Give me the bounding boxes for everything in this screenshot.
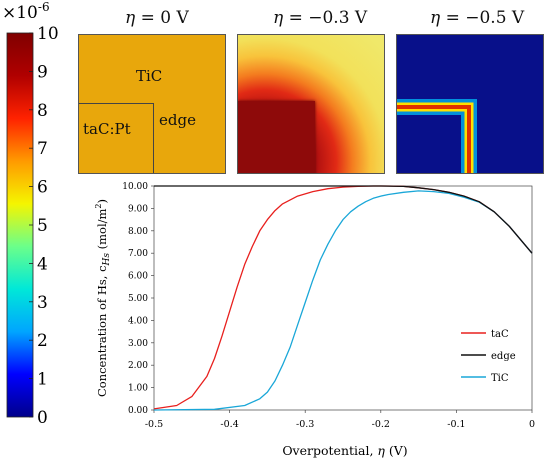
y-axis: 0.00 1.00 2.00 3.00 4.00 5.00 6.00 7.00 8.00 9.00… <box>122 182 154 416</box>
y-axis-label: Concentration of Hs, cHs (mol/m2) <box>94 199 112 397</box>
y-tick-label: 8.00 <box>128 227 148 237</box>
panel-title-eta-03: η = −0.3 V <box>273 8 368 28</box>
colorbar-tick-label: 7 <box>37 139 48 159</box>
y-tick-label: 9.00 <box>128 204 148 214</box>
colorbar-tick-label: 2 <box>37 331 48 351</box>
label-tac-pt: taC:Pt <box>83 120 131 138</box>
colorbar-tick-label: 3 <box>37 293 48 313</box>
y-tick-label: 1.00 <box>128 384 148 394</box>
y-tick-label: 6.00 <box>128 272 148 282</box>
y-tick-label: 10.00 <box>122 182 148 192</box>
label-tic: TiC <box>136 67 163 85</box>
x-axis-label: Overpotential, η (V) <box>282 443 407 458</box>
colorbar-gradient <box>6 32 34 418</box>
x-tick-label: -0.5 <box>145 419 163 430</box>
x-axis: -0.5 -0.4 -0.3 -0.2 -0.1 0 <box>145 410 535 430</box>
legend-label-tic: TiC <box>491 373 509 384</box>
tac-region <box>79 103 154 173</box>
panel-title-eta-05: η = −0.5 V <box>430 8 525 28</box>
colorbar-tick-label: 1 <box>37 370 48 390</box>
colorbar-tick-label: 5 <box>37 216 48 236</box>
legend-label-edge: edge <box>491 351 516 362</box>
label-edge: edge <box>159 111 196 129</box>
y-tick-label: 4.00 <box>128 316 148 326</box>
map-panel-eta-03 <box>237 34 385 174</box>
map-panel-eta-0: TiC taC:Pt edge <box>78 34 226 174</box>
colorbar-tick-label: 9 <box>37 62 48 82</box>
series-line-tic <box>153 190 533 411</box>
x-tick-label: 0 <box>529 419 535 430</box>
series-line-edge <box>154 185 533 254</box>
plot-frame <box>153 185 533 411</box>
edge-band <box>397 99 477 173</box>
y-tick-label: 0.00 <box>128 406 148 416</box>
map-panel-eta-05 <box>396 34 544 174</box>
tac-region <box>238 101 315 173</box>
y-tick-label: 7.00 <box>128 249 148 259</box>
x-tick-label: -0.2 <box>372 419 390 430</box>
x-tick-label: -0.4 <box>220 419 238 430</box>
legend-label-tac: taC <box>491 329 509 340</box>
colorbar-tick-label: 10 <box>37 24 59 44</box>
y-tick-label: 2.00 <box>128 361 148 371</box>
y-tick-label: 5.00 <box>128 294 148 304</box>
x-tick-label: -0.3 <box>296 419 314 430</box>
colorbar-tick-label: 6 <box>37 178 48 198</box>
colorbar-tick-label: 8 <box>37 101 48 121</box>
legend: taC edge TiC <box>461 329 516 384</box>
series-line-tac <box>153 185 533 410</box>
y-tick-label: 3.00 <box>128 339 148 349</box>
colorbar-exponent: -6 <box>38 0 50 14</box>
x-tick-label: -0.1 <box>447 419 465 430</box>
colorbar-tick-label: 4 <box>37 254 48 274</box>
panel-title-eta-0: η = 0 V <box>125 8 189 28</box>
series-lines <box>153 185 533 411</box>
colorbar-multiplier: ×10-6 <box>2 0 50 23</box>
colorbar-tick-label: 0 <box>37 408 48 428</box>
